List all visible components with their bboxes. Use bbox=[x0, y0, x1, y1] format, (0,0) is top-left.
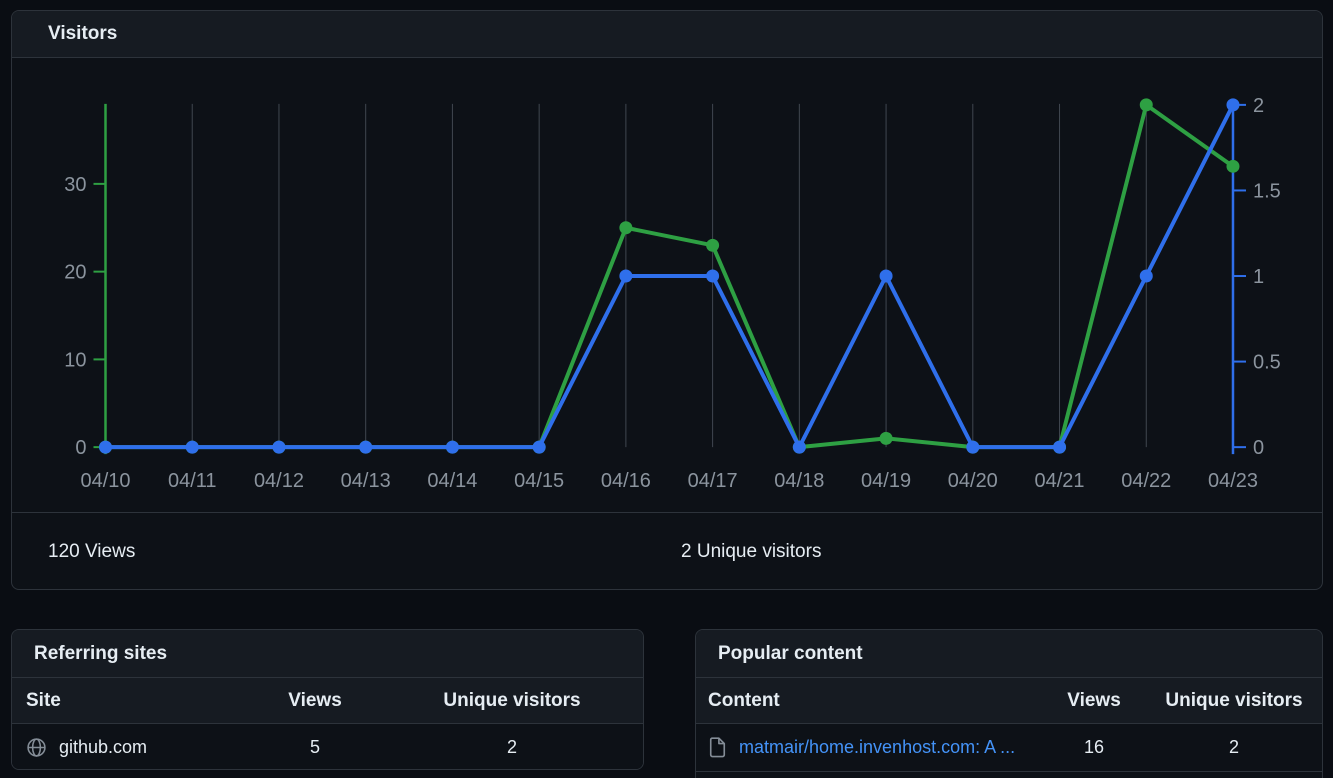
svg-text:04/22: 04/22 bbox=[1121, 470, 1171, 492]
table-row: matmair/home.invenhost.com: A ... 16 2 bbox=[696, 724, 1322, 771]
column-header-unique-visitors: Unique visitors bbox=[1165, 689, 1303, 711]
traffic-line-chart: 0 10 20 30 0 0.5 1 1.5 2 04/10 04/11 04/12 04/13 04/1… bbox=[64, 95, 1281, 492]
svg-text:04/13: 04/13 bbox=[341, 470, 391, 492]
popular-content-table: Content Views Unique visitors matmair/ho… bbox=[696, 678, 1322, 778]
popular-content-title: Popular content bbox=[718, 642, 863, 664]
svg-text:04/20: 04/20 bbox=[948, 470, 998, 492]
svg-text:04/10: 04/10 bbox=[80, 470, 130, 492]
column-header-site: Site bbox=[26, 689, 61, 711]
popular-content-header: Popular content bbox=[696, 630, 1322, 678]
popular-content-panel: Popular content Content Views Unique vis… bbox=[695, 629, 1323, 778]
popular-content-link[interactable]: matmair/home.invenhost.com: A ... bbox=[739, 737, 1016, 757]
svg-text:04/21: 04/21 bbox=[1035, 470, 1085, 492]
referring-sites-header: Referring sites bbox=[12, 630, 643, 678]
table-row-clipped bbox=[696, 771, 1322, 778]
svg-text:0: 0 bbox=[1253, 437, 1264, 459]
column-header-content: Content bbox=[708, 689, 780, 711]
referring-sites-table: Site Views Unique visitors github.com 5 … bbox=[12, 678, 643, 769]
svg-text:10: 10 bbox=[64, 349, 86, 371]
referring-site-unique: 2 bbox=[506, 737, 517, 757]
svg-text:04/11: 04/11 bbox=[168, 470, 217, 492]
column-header-unique-visitors: Unique visitors bbox=[443, 689, 581, 711]
referring-sites-title: Referring sites bbox=[34, 642, 168, 664]
referring-site-views: 5 bbox=[309, 737, 320, 757]
svg-text:0.5: 0.5 bbox=[1253, 352, 1281, 374]
popular-content-views: 16 bbox=[1083, 737, 1105, 757]
svg-text:04/18: 04/18 bbox=[774, 470, 824, 492]
column-header-views: Views bbox=[288, 689, 342, 711]
total-views-stat: 120 Views bbox=[48, 540, 136, 562]
column-header-views: Views bbox=[1067, 689, 1121, 711]
svg-text:04/16: 04/16 bbox=[601, 470, 651, 492]
referring-sites-panel: Referring sites Site Views Unique visito… bbox=[11, 629, 644, 770]
svg-text:1.5: 1.5 bbox=[1253, 180, 1281, 202]
svg-text:04/23: 04/23 bbox=[1208, 470, 1258, 492]
svg-text:2: 2 bbox=[1253, 95, 1264, 117]
popular-content-table-header: Content Views Unique visitors bbox=[696, 678, 1322, 724]
svg-text:20: 20 bbox=[64, 262, 86, 284]
visitors-panel: Visitors 0 10 20 30 0 0.5 1 1.5 2 04/10 04/11 04/12… bbox=[11, 10, 1323, 590]
popular-content-unique: 2 bbox=[1228, 737, 1239, 757]
svg-text:04/14: 04/14 bbox=[427, 470, 477, 492]
svg-text:04/17: 04/17 bbox=[688, 470, 738, 492]
referring-sites-table-header: Site Views Unique visitors bbox=[12, 678, 643, 724]
visitors-panel-header: Visitors bbox=[12, 11, 1322, 58]
visitors-totals-footer: 120 Views 2 Unique visitors bbox=[12, 513, 1322, 589]
total-unique-visitors-stat: 2 Unique visitors bbox=[681, 540, 822, 562]
globe-icon bbox=[26, 737, 47, 758]
svg-text:0: 0 bbox=[75, 437, 86, 459]
visitors-traffic-chart: 0 10 20 30 0 0.5 1 1.5 2 04/10 04/11 04/12 04/13 04/1… bbox=[12, 58, 1322, 513]
table-row: github.com 5 2 bbox=[12, 724, 643, 769]
file-icon bbox=[708, 737, 727, 758]
referring-site-name: github.com bbox=[59, 737, 148, 757]
visitors-panel-title: Visitors bbox=[48, 23, 118, 44]
svg-text:04/19: 04/19 bbox=[861, 470, 911, 492]
svg-text:04/15: 04/15 bbox=[514, 470, 564, 492]
svg-text:1: 1 bbox=[1253, 266, 1264, 288]
svg-text:30: 30 bbox=[64, 174, 86, 196]
svg-text:04/12: 04/12 bbox=[254, 470, 304, 492]
